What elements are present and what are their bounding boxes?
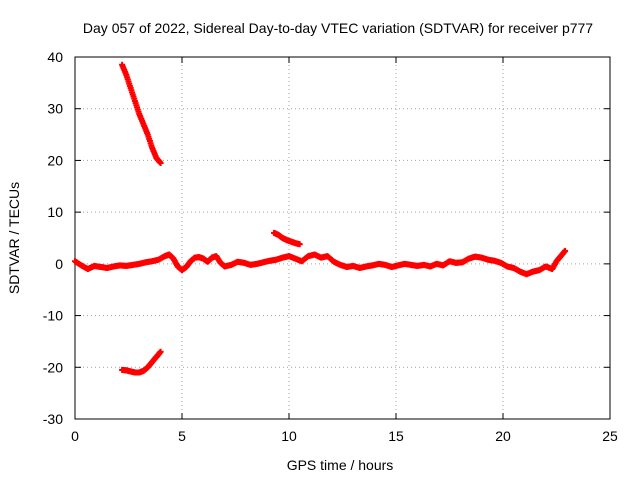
data-point xyxy=(296,241,303,248)
series-lower-arc xyxy=(119,348,164,376)
plot-frame xyxy=(74,56,611,420)
x-axis-label: GPS time / hours xyxy=(287,457,394,473)
data-point xyxy=(157,160,164,167)
x-tick-label: 5 xyxy=(178,428,186,444)
chart-title: Day 057 of 2022, Sidereal Day-to-day VTE… xyxy=(83,20,593,36)
x-tick-label: 10 xyxy=(281,428,297,444)
y-tick-label: 10 xyxy=(47,204,63,220)
y-tick-label: -10 xyxy=(43,308,63,324)
x-tick-label: 25 xyxy=(602,428,618,444)
grid-lines xyxy=(75,57,610,419)
data-points xyxy=(72,61,569,376)
x-tick-label: 0 xyxy=(71,428,79,444)
y-tick-label: 30 xyxy=(47,101,63,117)
y-tick-label: 20 xyxy=(47,152,63,168)
series-upper-descending-arc xyxy=(119,61,164,167)
x-tick-label: 15 xyxy=(388,428,404,444)
y-tick-label: -20 xyxy=(43,359,63,375)
series-short-segment-near-10h xyxy=(271,229,303,248)
data-point xyxy=(157,348,164,355)
x-tick-label: 20 xyxy=(495,428,511,444)
data-point xyxy=(562,247,569,254)
y-tick-label: 0 xyxy=(55,256,63,272)
y-tick-label: -30 xyxy=(43,411,63,427)
y-tick-label: 40 xyxy=(47,49,63,65)
axis-ticks: 0 5 10 15 20 25 -30 -20 -10 0 10 20 30 40 xyxy=(43,49,618,444)
y-axis-label: SDTVAR / TECUs xyxy=(6,182,22,294)
series-main-trace xyxy=(72,247,569,278)
